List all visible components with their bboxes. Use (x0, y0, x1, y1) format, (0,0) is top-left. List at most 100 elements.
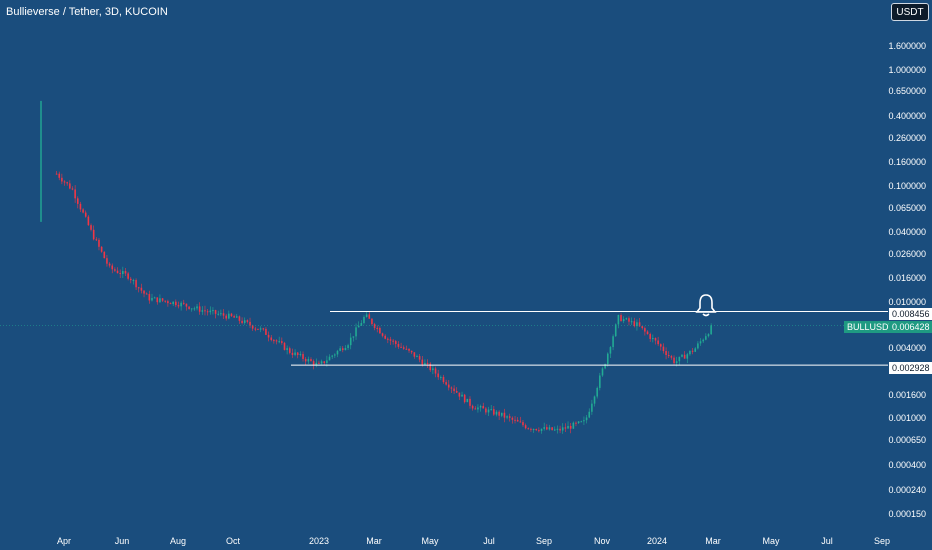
candle-body (625, 318, 628, 320)
candle-body (341, 348, 344, 351)
candle-body (339, 348, 341, 351)
candle-body (381, 333, 384, 336)
candle-body (649, 334, 651, 339)
candle-body (461, 394, 463, 397)
candle-body (296, 352, 299, 355)
candle-body (275, 340, 278, 342)
y-tick-label: 0.260000 (888, 132, 926, 143)
x-tick-label: Nov (593, 536, 611, 546)
y-tick-label: 0.026000 (888, 248, 926, 259)
candle-body (167, 301, 169, 304)
candle-body (161, 298, 164, 301)
candle-body (201, 310, 204, 312)
candle-body (445, 382, 447, 385)
candle-body (368, 314, 371, 319)
candle-body (659, 344, 662, 347)
y-tick-label: 0.010000 (888, 297, 926, 308)
candle-body (209, 310, 212, 313)
candle-body (429, 363, 432, 371)
candle-body (699, 341, 702, 344)
candle-body (188, 306, 190, 309)
candle-body (190, 308, 193, 310)
candle-body (328, 356, 331, 361)
y-tick-label: 0.000650 (888, 435, 926, 445)
candle-body (241, 320, 243, 323)
candle-body (357, 325, 360, 328)
x-tick-label: Mar (366, 536, 382, 546)
candle-body (76, 198, 79, 204)
candle-body (593, 396, 596, 404)
candle-body (511, 417, 514, 420)
candle-body (522, 422, 524, 426)
candle-body (153, 297, 156, 299)
candle-body (92, 229, 95, 240)
candle-body (278, 341, 280, 343)
candle-body (108, 263, 111, 266)
candle-body (204, 310, 206, 312)
candle-body (527, 428, 530, 430)
candle-body (474, 408, 477, 410)
candle-body (532, 428, 535, 430)
candle-body (503, 412, 506, 418)
y-tick-label: 0.160000 (888, 157, 926, 168)
candle-body (143, 290, 145, 294)
x-tick-label: Sep (873, 536, 891, 546)
candle-body (246, 320, 249, 322)
candle-body (103, 251, 106, 259)
y-tick-label: 1.000000 (888, 64, 926, 75)
candle-body (235, 316, 238, 318)
candle-body (614, 324, 617, 337)
candle-body (569, 425, 572, 429)
candle-body (373, 324, 376, 328)
candle-body (506, 416, 508, 418)
candle-body (291, 352, 294, 355)
candle-body (84, 212, 87, 217)
candle-body (288, 348, 291, 353)
candle-body (233, 316, 235, 318)
candle-body (267, 334, 270, 338)
bell-icon[interactable] (695, 293, 717, 317)
candle-body (347, 345, 349, 349)
y-tick-label: 0.000400 (888, 459, 926, 470)
candle-body (129, 278, 132, 281)
candle-body (609, 347, 612, 354)
candle-body (119, 273, 121, 275)
candle-body (124, 271, 127, 274)
candle-body (376, 327, 379, 329)
candles-layer (40, 100, 712, 434)
candle-body (320, 361, 323, 364)
candle-body (606, 353, 609, 365)
candle-body (530, 428, 532, 430)
candle-body (164, 300, 167, 302)
currency-button[interactable]: USDT (891, 3, 929, 21)
candle-body (249, 321, 251, 326)
candle-body (477, 407, 479, 410)
x-tick-label: May (762, 536, 780, 546)
candle-body (257, 328, 259, 330)
upper-line-label: 0.008456 (889, 308, 932, 320)
x-tick-label: Jun (114, 536, 130, 546)
candle-body (453, 388, 455, 392)
candle-body (410, 350, 413, 353)
candle-body (601, 368, 604, 376)
candle-body (551, 427, 553, 431)
candle-body (265, 328, 267, 335)
candle-body (485, 408, 487, 413)
y-tick-label: 0.650000 (888, 86, 926, 97)
candle-body (479, 406, 482, 408)
candle-body (55, 173, 58, 175)
candle-body (561, 427, 564, 431)
x-tick-label: 2023 (308, 536, 330, 546)
candle-body (543, 427, 545, 429)
candle-body (151, 297, 153, 301)
last-price-tag: 0.006428 (889, 321, 932, 333)
candle-body (421, 359, 424, 365)
candle-body (689, 350, 691, 355)
candle-body (466, 398, 469, 403)
candle-body (217, 313, 220, 315)
candle-body (665, 351, 667, 356)
candle-body (98, 239, 100, 247)
candle-body (469, 398, 471, 406)
candle-body (355, 327, 357, 337)
